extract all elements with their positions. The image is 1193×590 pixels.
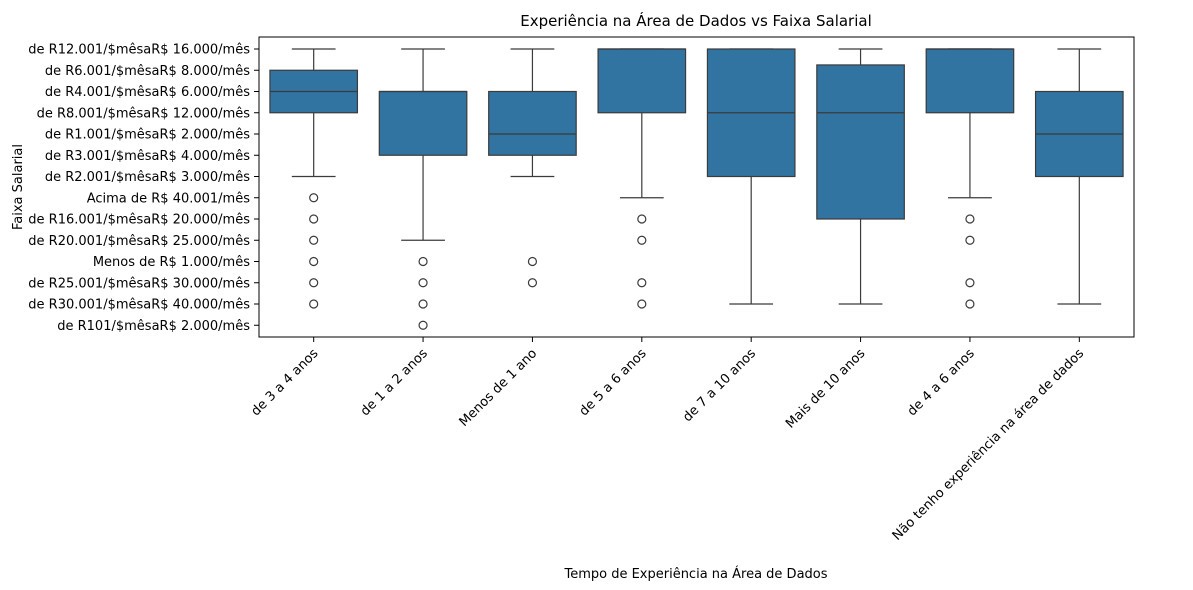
outlier-point	[309, 193, 319, 203]
x-tick-label: de 4 a 6 anos	[905, 346, 978, 419]
box-group	[597, 48, 687, 309]
y-tick-label: Acima de R$ 40.001/mês	[87, 191, 251, 206]
outlier-point	[418, 299, 428, 309]
box-group	[269, 48, 359, 309]
outlier-point	[965, 278, 975, 288]
x-axis: de 3 a 4 anos de 1 a 2 anos Menos de 1 ano…	[249, 337, 1088, 544]
iqr-box	[488, 90, 577, 156]
y-tick-label: de R1.001/$mêsaR$ 2.000/mês	[45, 128, 250, 143]
y-tick-label: de R20.001/$mêsaR$ 25.000/mês	[28, 234, 250, 249]
y-tick-label: de R16.001/$mêsaR$ 20.000/mês	[28, 213, 250, 228]
outlier-point	[418, 278, 428, 288]
box-group	[1034, 48, 1124, 305]
iqr-box	[597, 48, 687, 114]
y-tick-label: Menos de R$ 1.000/mês	[93, 255, 250, 270]
y-tick-label: de R3.001/$mêsaR$ 4.000/mês	[45, 149, 250, 164]
x-tick-label: Não tenho experiência na área de dados	[890, 346, 1088, 544]
y-tick-label: de R25.001/$mêsaR$ 30.000/mês	[28, 276, 250, 291]
outlier-point	[637, 235, 647, 245]
y-tick-label: de R4.001/$mêsaR$ 6.000/mês	[45, 85, 250, 100]
plot-marks	[269, 48, 1124, 330]
outlier-point	[637, 299, 647, 309]
outlier-point	[965, 214, 975, 224]
outlier-point	[309, 214, 319, 224]
outlier-point	[309, 278, 319, 288]
outlier-point	[527, 278, 538, 288]
outlier-point	[309, 299, 319, 309]
y-axis-label: Faixa Salarial	[11, 144, 26, 230]
outlier-point	[309, 256, 319, 267]
iqr-box	[816, 64, 905, 220]
x-tick-label: de 7 a 10 anos	[680, 346, 759, 425]
plot-frame	[258, 36, 1135, 338]
iqr-box	[925, 48, 1015, 114]
outlier-point	[637, 214, 647, 224]
x-tick-label: Mais de 10 anos	[783, 346, 869, 432]
iqr-box	[378, 90, 468, 156]
x-tick-label: Menos de 1 ano	[457, 346, 541, 430]
y-tick-label: de R2.001/$mêsaR$ 3.000/mês	[45, 170, 250, 185]
outlier-point	[418, 320, 428, 330]
box-group	[706, 48, 796, 305]
y-tick-label: de R8.001/$mêsaR$ 12.000/mês	[37, 106, 251, 121]
box-group	[488, 48, 577, 288]
box-group	[925, 48, 1015, 309]
box-group	[378, 48, 468, 330]
outlier-point	[965, 235, 975, 245]
x-axis-label: Tempo de Experiência na Área de Dados	[563, 566, 827, 582]
x-tick-label: de 3 a 4 anos	[249, 346, 322, 419]
outlier-point	[965, 299, 975, 309]
y-tick-label: de R12.001/$mêsaR$ 16.000/mês	[28, 43, 250, 58]
x-tick-label: de 5 a 6 anos	[577, 346, 650, 419]
y-tick-label: de R101/$mêsaR$ 2.000/mês	[57, 319, 250, 334]
y-tick-label: de R30.001/$mêsaR$ 40.000/mês	[28, 298, 250, 313]
y-axis: de R12.001/$mêsaR$ 16.000/mês de R6.001/$…	[28, 43, 259, 334]
outlier-point	[418, 256, 428, 267]
outlier-point	[309, 235, 319, 245]
y-tick-label: de R6.001/$mêsaR$ 8.000/mês	[45, 64, 250, 79]
box-group	[816, 48, 905, 305]
outlier-point	[637, 278, 647, 288]
chart-title: Experiência na Área de Dados vs Faixa Sa…	[520, 11, 872, 30]
x-tick-label: de 1 a 2 anos	[358, 346, 431, 419]
outlier-point	[527, 256, 538, 267]
